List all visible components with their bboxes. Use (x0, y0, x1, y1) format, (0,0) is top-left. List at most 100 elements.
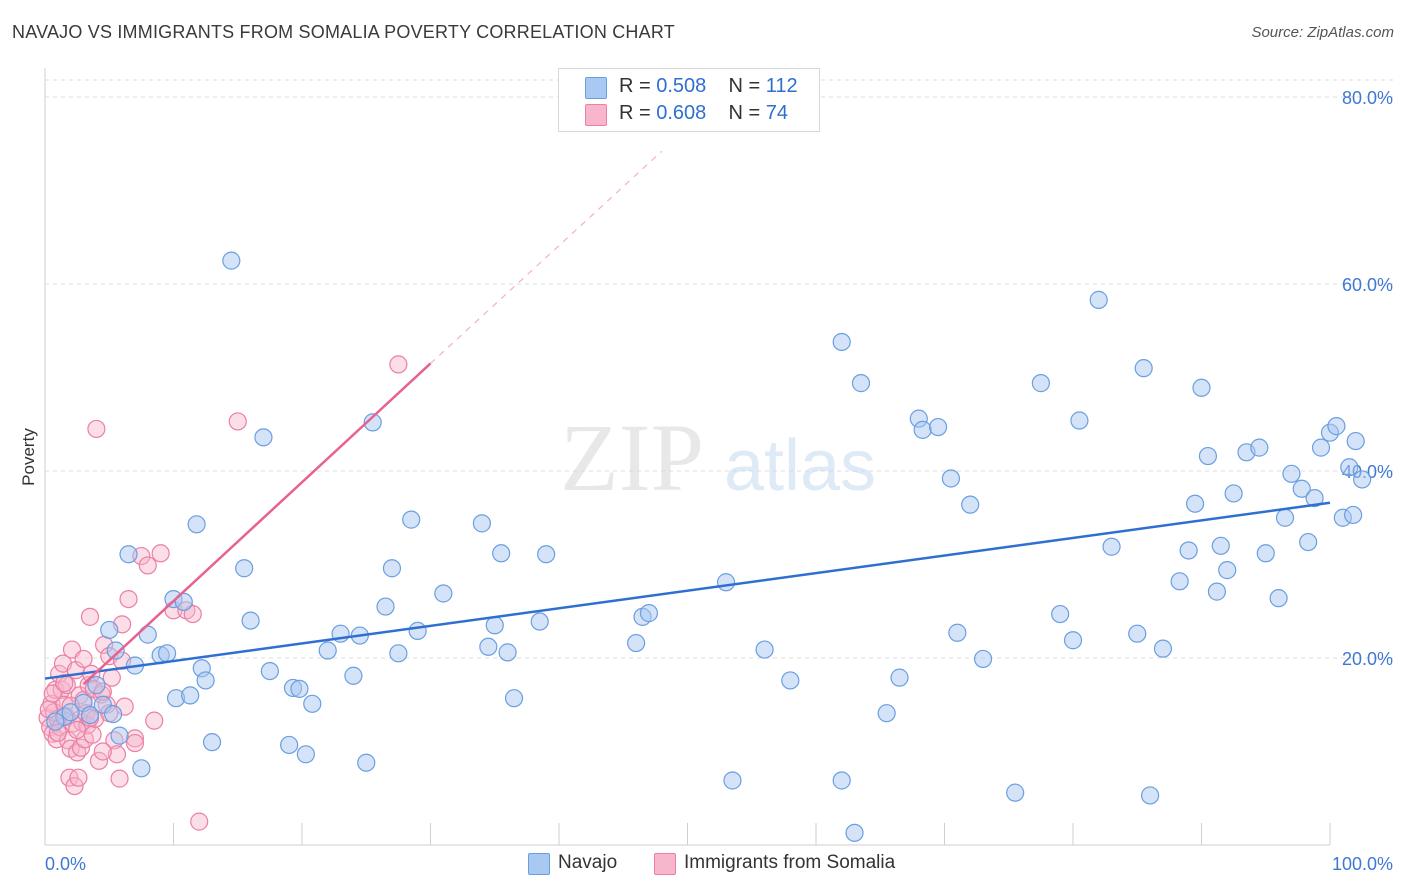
navajo-point (626, 633, 646, 653)
somalia-point (228, 412, 247, 431)
somalia-point (138, 556, 157, 575)
navajo-point (716, 573, 736, 592)
navajo-points (46, 251, 1372, 842)
legend-n-label: N = (728, 102, 766, 124)
navajo-point (376, 597, 395, 616)
somalia-points (38, 355, 408, 831)
somalia-point (80, 607, 100, 626)
navajo-point (1179, 541, 1198, 560)
navajo-point (832, 332, 851, 352)
navajo-point (202, 733, 222, 752)
somalia-point (183, 604, 202, 624)
navajo-point (1250, 438, 1269, 457)
somalia-trend-line (82, 362, 432, 686)
navajo-point (235, 559, 254, 578)
navajo-point (196, 671, 215, 690)
navajo-swatch (585, 77, 607, 99)
navajo-point (157, 644, 177, 663)
navajo-point (318, 641, 337, 660)
navajo-point (363, 413, 382, 432)
somalia-point (190, 812, 209, 831)
navajo-legend-label: Navajo (558, 852, 618, 873)
source-label: Source: ZipAtlas.com (1251, 24, 1394, 41)
navajo-point (1031, 374, 1050, 393)
somalia-point (110, 769, 129, 788)
somalia-legend-swatch (654, 853, 676, 875)
navajo-point (913, 420, 932, 439)
y-tick-label: 80.0% (1342, 88, 1393, 108)
navajo-point (408, 621, 427, 640)
navajo-point (1128, 624, 1147, 643)
navajo-point (1134, 359, 1153, 378)
legend-n-value: 112 (765, 75, 798, 97)
navajo-point (1192, 378, 1211, 397)
navajo-point (472, 514, 491, 533)
navajo-point (344, 666, 363, 685)
somalia-point (89, 751, 109, 770)
axes (44, 68, 1331, 846)
navajo-point (61, 703, 80, 722)
navajo-point (723, 771, 742, 790)
somalia-point (74, 649, 93, 669)
navajo-point (110, 726, 129, 745)
navajo-point (492, 544, 511, 563)
navajo-point (280, 735, 299, 755)
somalia-point (83, 725, 102, 744)
navajo-point (504, 689, 524, 708)
navajo-point (755, 640, 774, 659)
navajo-point (1269, 589, 1288, 608)
somalia-point (43, 684, 62, 703)
navajo-point (1153, 639, 1173, 658)
legend-n-label: N = (728, 75, 766, 97)
somalia-point (119, 589, 138, 609)
navajo-point (498, 643, 517, 662)
navajo-point (1346, 431, 1365, 451)
navajo-point (877, 704, 896, 723)
navajo-point (639, 604, 659, 623)
navajo-point (973, 649, 993, 669)
navajo-point (890, 668, 909, 687)
navajo-point (119, 545, 138, 564)
x-tick-label-min: 0.0% (45, 854, 86, 874)
navajo-point (485, 616, 504, 635)
navajo-point (928, 417, 948, 437)
navajo-point (781, 671, 800, 690)
somalia-legend-label: Immigrants from Somalia (684, 852, 896, 873)
navajo-legend-swatch (528, 853, 550, 875)
x-tick-label-max: 100.0% (1332, 854, 1393, 874)
navajo-point (1311, 438, 1331, 457)
navajo-point (1140, 786, 1160, 805)
legend-n-value: 74 (765, 102, 789, 124)
y-tick-label: 20.0% (1342, 649, 1393, 669)
somalia-point (107, 745, 127, 764)
navajo-point (260, 661, 279, 681)
somalia-point (87, 419, 106, 439)
navajo-point (941, 469, 961, 488)
navajo-point (46, 712, 65, 731)
navajo-point (1282, 464, 1301, 483)
navajo-point (87, 676, 106, 695)
navajo-point (1224, 484, 1243, 503)
navajo-point (1340, 458, 1359, 477)
y-tick-label: 60.0% (1342, 275, 1393, 295)
somalia-point (68, 720, 87, 740)
somalia-point (145, 711, 164, 730)
somalia-point (71, 738, 91, 757)
navajo-point (1327, 417, 1346, 436)
navajo-point (948, 623, 967, 642)
navajo-point (222, 251, 241, 270)
trend-lines (44, 150, 1331, 686)
navajo-point (1051, 604, 1070, 624)
navajo-point (104, 704, 123, 724)
tick-labels: 20.0%40.0%60.0%80.0%0.0% 100.0% (45, 88, 1393, 874)
navajo-point (845, 823, 864, 842)
navajo-point (389, 644, 408, 663)
navajo-point (1292, 479, 1311, 498)
navajo-point (181, 686, 200, 705)
navajo-point (80, 705, 100, 725)
navajo-point (254, 428, 273, 447)
legend-r-label: R = (619, 102, 657, 124)
navajo-point (1063, 631, 1083, 650)
somalia-swatch (585, 104, 607, 126)
